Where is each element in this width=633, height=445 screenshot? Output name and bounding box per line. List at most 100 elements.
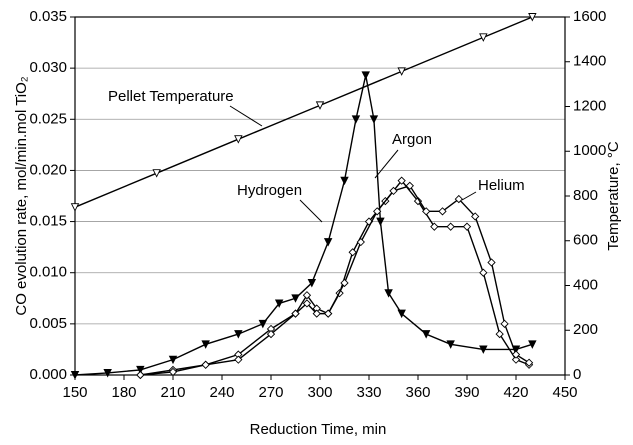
marker <box>302 291 312 300</box>
marker <box>70 203 80 212</box>
marker <box>500 319 509 328</box>
marker <box>430 222 439 231</box>
annotation-pointer <box>461 191 477 201</box>
marker <box>369 115 379 124</box>
marker <box>323 238 333 247</box>
marker <box>421 330 431 339</box>
marker <box>234 135 243 144</box>
y-tick-label: 0.015 <box>29 213 67 230</box>
x-tick-label: 390 <box>454 384 479 401</box>
y-tick-label: 0.030 <box>29 59 67 76</box>
y-tick-label: 0.000 <box>29 366 67 383</box>
marker <box>479 345 488 354</box>
marker <box>511 350 521 359</box>
annotation-pointer <box>299 199 323 223</box>
x-tick-label: 420 <box>503 384 528 401</box>
x-tick-label: 330 <box>356 384 381 401</box>
series-line <box>74 16 533 208</box>
marker <box>201 360 210 369</box>
marker <box>266 329 276 339</box>
y2-tick-label: 1000 <box>573 142 606 159</box>
y-tick-label: 0.010 <box>29 264 67 281</box>
marker <box>201 340 210 349</box>
marker <box>454 194 463 204</box>
marker <box>511 355 521 364</box>
marker <box>307 278 317 288</box>
marker <box>103 369 112 378</box>
y-axis-title: CO evolution rate, mol/min.mol TiO₂ <box>13 76 30 315</box>
x-tick-label: 240 <box>209 384 234 401</box>
annotation-pointer <box>374 149 399 179</box>
marker <box>351 115 361 124</box>
series-line <box>140 179 530 376</box>
marker <box>291 294 300 303</box>
marker <box>315 101 325 110</box>
y2-tick-label: 0 <box>573 366 581 383</box>
marker <box>373 207 382 216</box>
marker <box>340 278 349 288</box>
y2-tick-label: 400 <box>573 276 598 293</box>
marker <box>356 237 365 247</box>
marker <box>376 217 385 227</box>
y2-tick-label: 800 <box>573 187 598 204</box>
marker <box>274 299 284 308</box>
x-tick-label: 210 <box>160 384 185 401</box>
marker <box>397 309 406 319</box>
series-line <box>140 184 530 376</box>
marker <box>446 340 455 349</box>
marker <box>487 258 496 267</box>
y2-tick-label: 200 <box>573 321 598 338</box>
marker <box>471 212 480 221</box>
annotation: Hydrogen <box>237 182 302 199</box>
marker <box>136 370 145 380</box>
marker <box>361 71 370 80</box>
marker <box>495 329 504 339</box>
marker <box>168 367 178 377</box>
marker <box>479 33 488 42</box>
y-tick-label: 0.035 <box>29 8 67 25</box>
annotation: Helium <box>478 177 525 194</box>
annotation: Pellet Temperature <box>108 88 234 105</box>
marker <box>479 268 488 277</box>
marker <box>528 13 537 22</box>
annotation-pointer <box>229 105 263 127</box>
marker <box>389 186 398 196</box>
marker <box>397 176 406 185</box>
marker <box>438 207 447 216</box>
marker <box>291 309 300 318</box>
marker <box>462 222 472 231</box>
x-tick-label: 300 <box>307 384 332 401</box>
marker <box>340 176 349 186</box>
marker <box>258 319 268 329</box>
marker <box>397 67 406 76</box>
y-tick-label: 0.020 <box>29 161 67 178</box>
marker <box>405 181 414 190</box>
x-tick-label: 180 <box>111 384 136 401</box>
y-tick-label: 0.025 <box>29 110 67 127</box>
marker <box>384 289 393 298</box>
x-tick-label: 360 <box>405 384 430 401</box>
x-tick-label: 450 <box>552 384 577 401</box>
marker <box>348 248 357 257</box>
x-axis-title: Reduction Time, min <box>250 421 387 438</box>
marker <box>136 365 145 375</box>
marker <box>524 358 534 367</box>
marker <box>446 222 455 231</box>
plot-frame <box>74 16 566 376</box>
x-tick-label: 270 <box>258 384 283 401</box>
y2-tick-label: 1200 <box>573 97 606 114</box>
annotation: Argon <box>392 131 432 148</box>
marker <box>413 196 423 206</box>
marker <box>528 340 537 349</box>
marker <box>152 169 161 178</box>
marker <box>168 355 178 365</box>
marker <box>422 207 431 216</box>
marker <box>302 299 312 308</box>
y2-tick-label: 600 <box>573 232 598 249</box>
marker <box>324 309 333 318</box>
y2-tick-label: 1600 <box>573 8 606 25</box>
y2-axis-title: Temperature, °C <box>605 141 622 251</box>
y2-tick-label: 1400 <box>573 53 606 70</box>
series-line <box>74 75 533 376</box>
